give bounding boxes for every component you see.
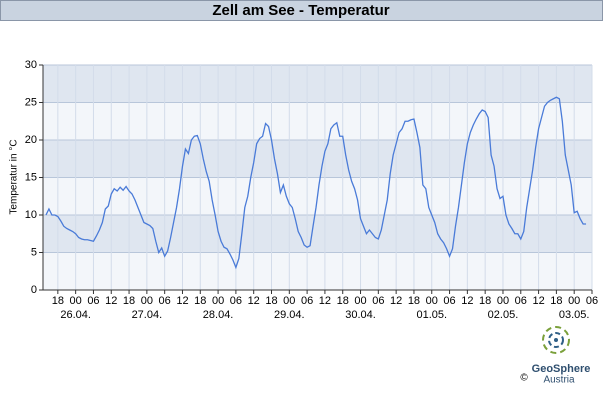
x-tick-label: 18 [337,295,349,307]
x-tick-label: 00 [354,295,366,307]
x-tick-label: 06 [515,295,527,307]
x-tick-label: 00 [568,295,580,307]
x-tick-label: 18 [408,295,420,307]
logo-mark [554,338,558,342]
x-tick-label: 12 [176,295,188,307]
x-date-label: 03.05. [559,309,590,321]
x-tick-label: 18 [123,295,135,307]
y-tick-label: 0 [31,284,37,296]
logo-subtitle: Austria [543,375,575,386]
logo-mark [542,326,570,354]
y-tick-label: 5 [31,246,37,258]
x-tick-label: 00 [426,295,438,307]
x-tick-label: 06 [159,295,171,307]
x-date-label: 30.04. [345,309,376,321]
x-tick-label: 18 [194,295,206,307]
x-tick-label: 00 [283,295,295,307]
x-tick-label: 18 [479,295,491,307]
logo: GeoSphere Austria © [520,326,591,386]
x-date-label: 01.05. [416,309,447,321]
y-tick-label: 25 [25,96,37,108]
band [43,252,592,290]
x-tick-label: 18 [52,295,64,307]
band [43,102,592,140]
x-tick-label: 06 [443,295,455,307]
x-tick-label: 00 [70,295,82,307]
x-tick-label: 06 [87,295,99,307]
x-tick-label: 12 [390,295,402,307]
x-tick-label: 18 [550,295,562,307]
x-date-label: 29.04. [274,309,305,321]
x-tick-label: 06 [372,295,384,307]
y-axis-label: Temperatur in °C [9,139,20,214]
band [43,140,592,178]
band [43,215,592,253]
logo-mark [548,332,564,348]
logo-name: GeoSphere [532,363,591,375]
x-tick-label: 00 [497,295,509,307]
x-date-label: 28.04. [203,309,234,321]
x-date-label: 02.05. [488,309,519,321]
y-tick-label: 10 [25,209,37,221]
x-tick-label: 06 [230,295,242,307]
x-tick-label: 00 [141,295,153,307]
chart-title: Zell am See - Temperatur [212,2,389,19]
y-tick-label: 20 [25,134,37,146]
x-tick-label: 12 [248,295,260,307]
copyright: © [520,373,528,384]
x-tick-label: 06 [586,295,598,307]
x-tick-label: 06 [301,295,313,307]
line [45,96,587,270]
x-date-label: 27.04. [132,309,163,321]
x-tick-label: 12 [319,295,331,307]
x-tick-label: 12 [532,295,544,307]
y-tick-label: 30 [25,59,37,71]
x-date-label: 26.04. [60,309,91,321]
x-tick-label: 18 [265,295,277,307]
band [43,65,592,103]
y-tick-label: 15 [25,171,37,183]
x-tick-label: 12 [105,295,117,307]
x-tick-label: 00 [212,295,224,307]
x-tick-label: 12 [461,295,473,307]
